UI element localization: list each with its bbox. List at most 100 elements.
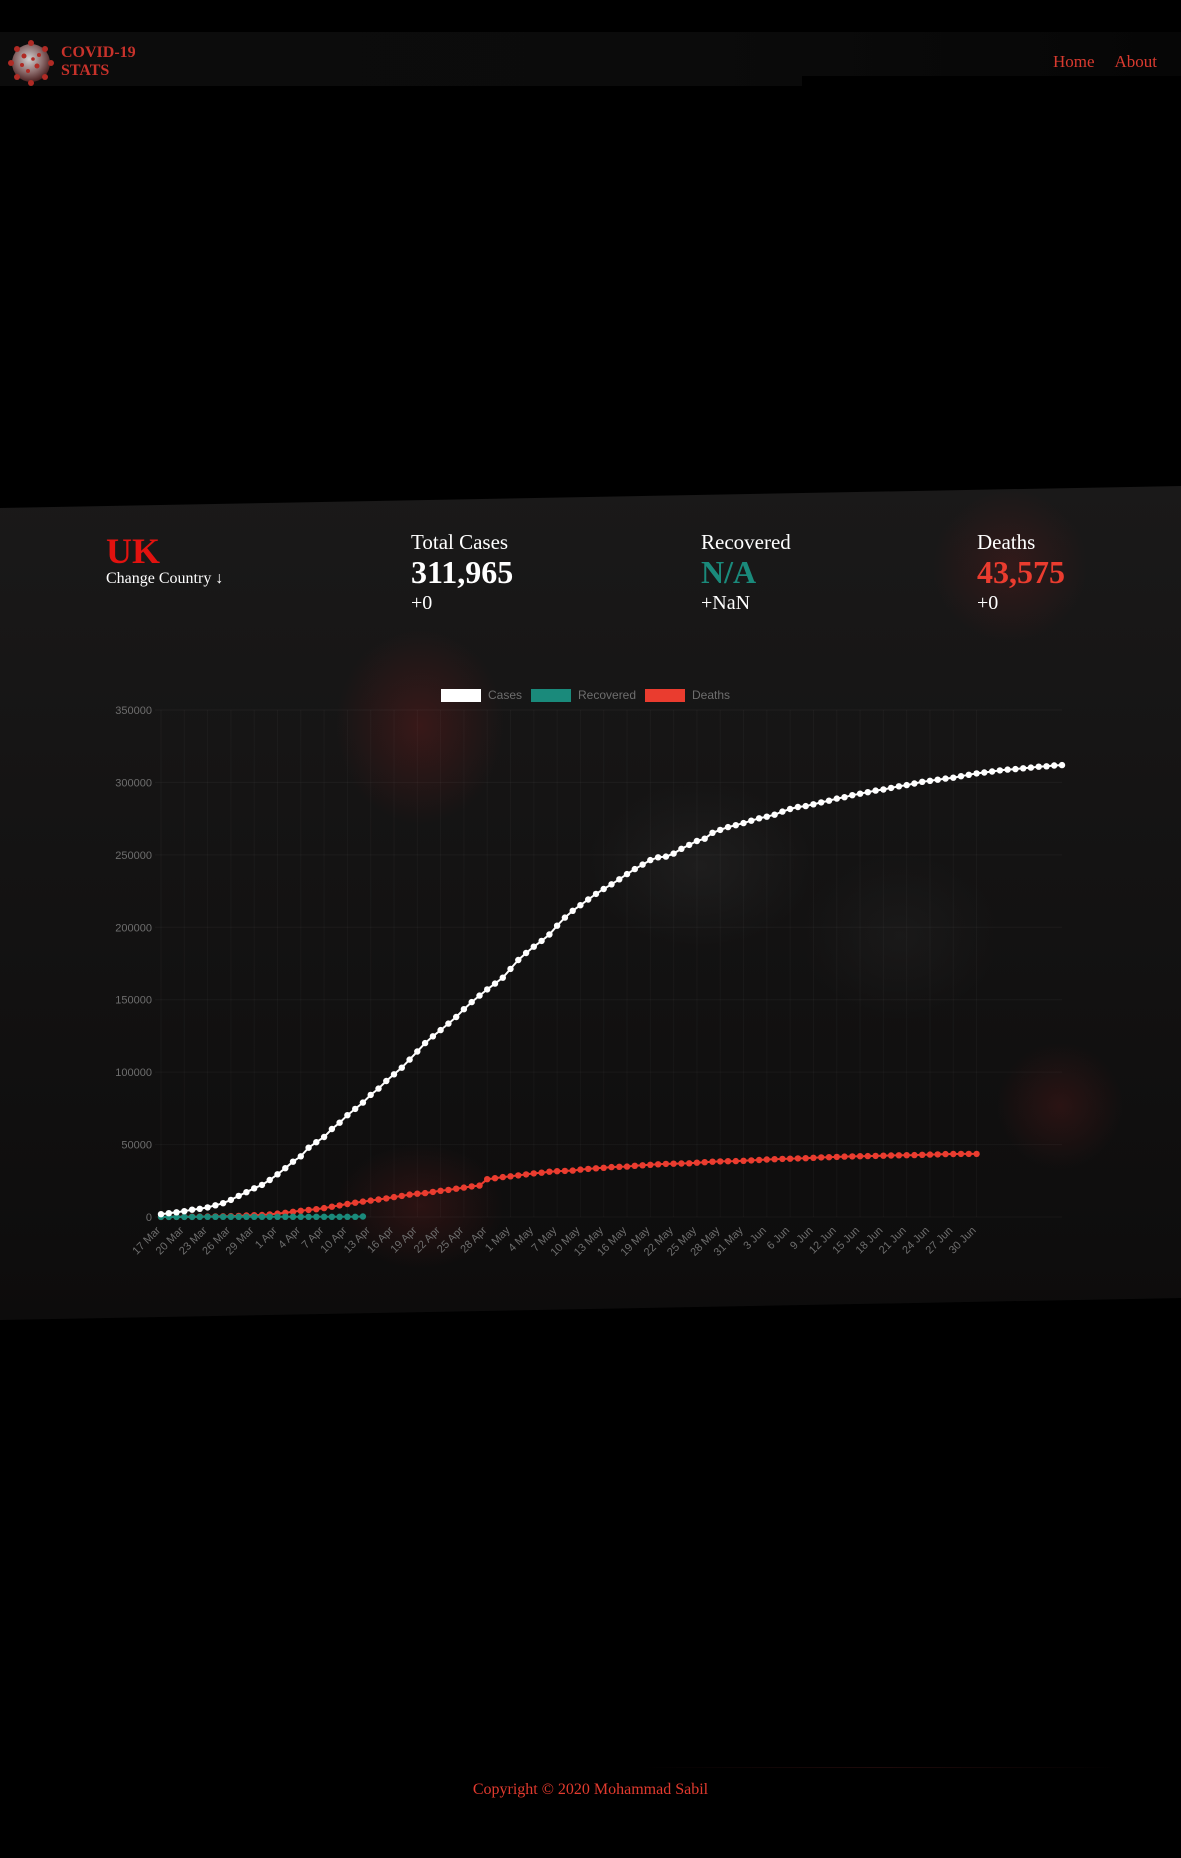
- data-point-deaths: [515, 1172, 522, 1179]
- data-point-deaths: [344, 1200, 351, 1208]
- data-point-cases: [274, 1171, 281, 1178]
- data-point-deaths: [289, 1208, 297, 1216]
- data-point-deaths: [577, 1166, 584, 1173]
- data-point-cases: [406, 1056, 413, 1063]
- deaths-block: Deaths 43,575 +0: [977, 530, 1065, 616]
- data-point-cases: [864, 789, 871, 796]
- navbar-notch: [802, 76, 1181, 86]
- data-point-deaths: [670, 1160, 677, 1167]
- deaths-value: 43,575: [977, 554, 1065, 590]
- data-point-deaths: [499, 1173, 506, 1181]
- data-point-deaths: [810, 1154, 817, 1162]
- data-point-cases: [258, 1181, 266, 1189]
- data-point-cases: [981, 769, 988, 776]
- data-point-recovered: [266, 1213, 273, 1221]
- data-point-deaths: [786, 1155, 794, 1162]
- data-point-cases: [445, 1020, 452, 1027]
- data-point-recovered: [235, 1213, 242, 1221]
- data-point-cases: [709, 829, 716, 836]
- data-point-deaths: [631, 1162, 638, 1170]
- data-point-cases: [157, 1211, 165, 1218]
- data-point-cases: [654, 854, 662, 861]
- data-point-deaths: [802, 1155, 809, 1162]
- data-point-deaths: [686, 1160, 693, 1167]
- recovered-block: Recovered N/A +NaN: [701, 530, 791, 616]
- data-point-cases: [678, 845, 685, 852]
- y-tick-label: 250000: [115, 850, 152, 862]
- data-point-deaths: [538, 1169, 545, 1176]
- data-point-deaths: [445, 1186, 452, 1194]
- nav-home-link[interactable]: Home: [1052, 52, 1095, 71]
- data-point-cases: [212, 1202, 219, 1209]
- data-point-cases: [973, 770, 980, 777]
- data-point-cases: [988, 768, 996, 775]
- data-point-cases: [507, 965, 514, 973]
- data-point-deaths: [903, 1152, 910, 1159]
- data-point-deaths: [546, 1168, 553, 1175]
- data-point-recovered: [196, 1213, 203, 1221]
- navbar: COVID-19 STATS Home About: [0, 32, 1181, 86]
- brand-title[interactable]: COVID-19 STATS: [61, 44, 136, 80]
- data-point-cases: [569, 907, 576, 914]
- data-point-cases: [196, 1205, 203, 1213]
- recovered-value: N/A: [701, 554, 757, 590]
- data-point-deaths: [359, 1198, 367, 1205]
- brand-line-1: COVID-19: [61, 44, 136, 61]
- footer-copyright: Copyright © 2020 Mohammad Sabil: [472, 1781, 709, 1798]
- data-point-cases: [476, 992, 483, 999]
- data-point-cases: [1020, 765, 1027, 772]
- data-point-cases: [686, 841, 693, 849]
- y-tick-label: 150000: [115, 995, 152, 1007]
- data-point-cases: [375, 1085, 382, 1092]
- data-point-cases: [623, 870, 631, 878]
- data-point-cases: [243, 1189, 250, 1196]
- data-point-cases: [305, 1144, 312, 1151]
- x-tick-label: 3 Jun: [741, 1225, 769, 1253]
- data-point-deaths: [849, 1153, 856, 1160]
- data-point-deaths: [794, 1155, 802, 1162]
- data-point-deaths: [709, 1158, 716, 1165]
- nav-about-link[interactable]: About: [1114, 52, 1158, 71]
- data-point-cases: [887, 784, 895, 792]
- data-point-deaths: [414, 1190, 421, 1197]
- data-point-cases: [856, 790, 864, 797]
- data-point-cases: [219, 1200, 227, 1207]
- data-point-cases: [895, 783, 903, 790]
- data-point-deaths: [383, 1195, 390, 1202]
- data-point-cases: [367, 1091, 374, 1099]
- data-point-recovered: [227, 1213, 235, 1221]
- data-point-cases: [755, 815, 763, 822]
- data-point-cases: [336, 1119, 343, 1126]
- data-point-deaths: [950, 1150, 957, 1158]
- data-point-recovered: [188, 1213, 196, 1221]
- data-point-cases: [903, 781, 910, 789]
- series-line-deaths: [160, 1152, 977, 1218]
- data-point-cases: [484, 986, 491, 993]
- data-point-cases: [1058, 761, 1066, 769]
- legend-label-deaths: Deaths: [692, 688, 730, 702]
- data-point-recovered: [258, 1213, 266, 1221]
- data-point-deaths: [484, 1176, 491, 1183]
- data-point-deaths: [297, 1207, 304, 1215]
- data-point-cases: [522, 949, 530, 957]
- data-point-cases: [724, 823, 732, 831]
- data-point-deaths: [740, 1157, 747, 1165]
- legend-swatch-recovered: [531, 689, 571, 702]
- virus-logo-icon[interactable]: [6, 38, 56, 88]
- data-point-cases: [188, 1206, 196, 1213]
- country-block: UK Change Country ↓: [106, 532, 223, 588]
- y-tick-label: 100000: [115, 1067, 152, 1079]
- data-point-recovered: [328, 1213, 336, 1221]
- data-point-deaths: [919, 1151, 926, 1159]
- data-point-cases: [414, 1048, 421, 1055]
- data-point-cases: [468, 998, 475, 1006]
- change-country-button[interactable]: Change Country ↓: [106, 570, 224, 587]
- data-point-recovered: [305, 1213, 312, 1221]
- data-point-deaths: [367, 1197, 374, 1204]
- data-point-cases: [383, 1077, 390, 1085]
- data-point-cases: [631, 865, 638, 873]
- data-point-cases: [320, 1133, 328, 1141]
- data-point-cases: [1012, 765, 1019, 773]
- data-point-deaths: [336, 1202, 343, 1209]
- data-point-cases: [313, 1139, 320, 1146]
